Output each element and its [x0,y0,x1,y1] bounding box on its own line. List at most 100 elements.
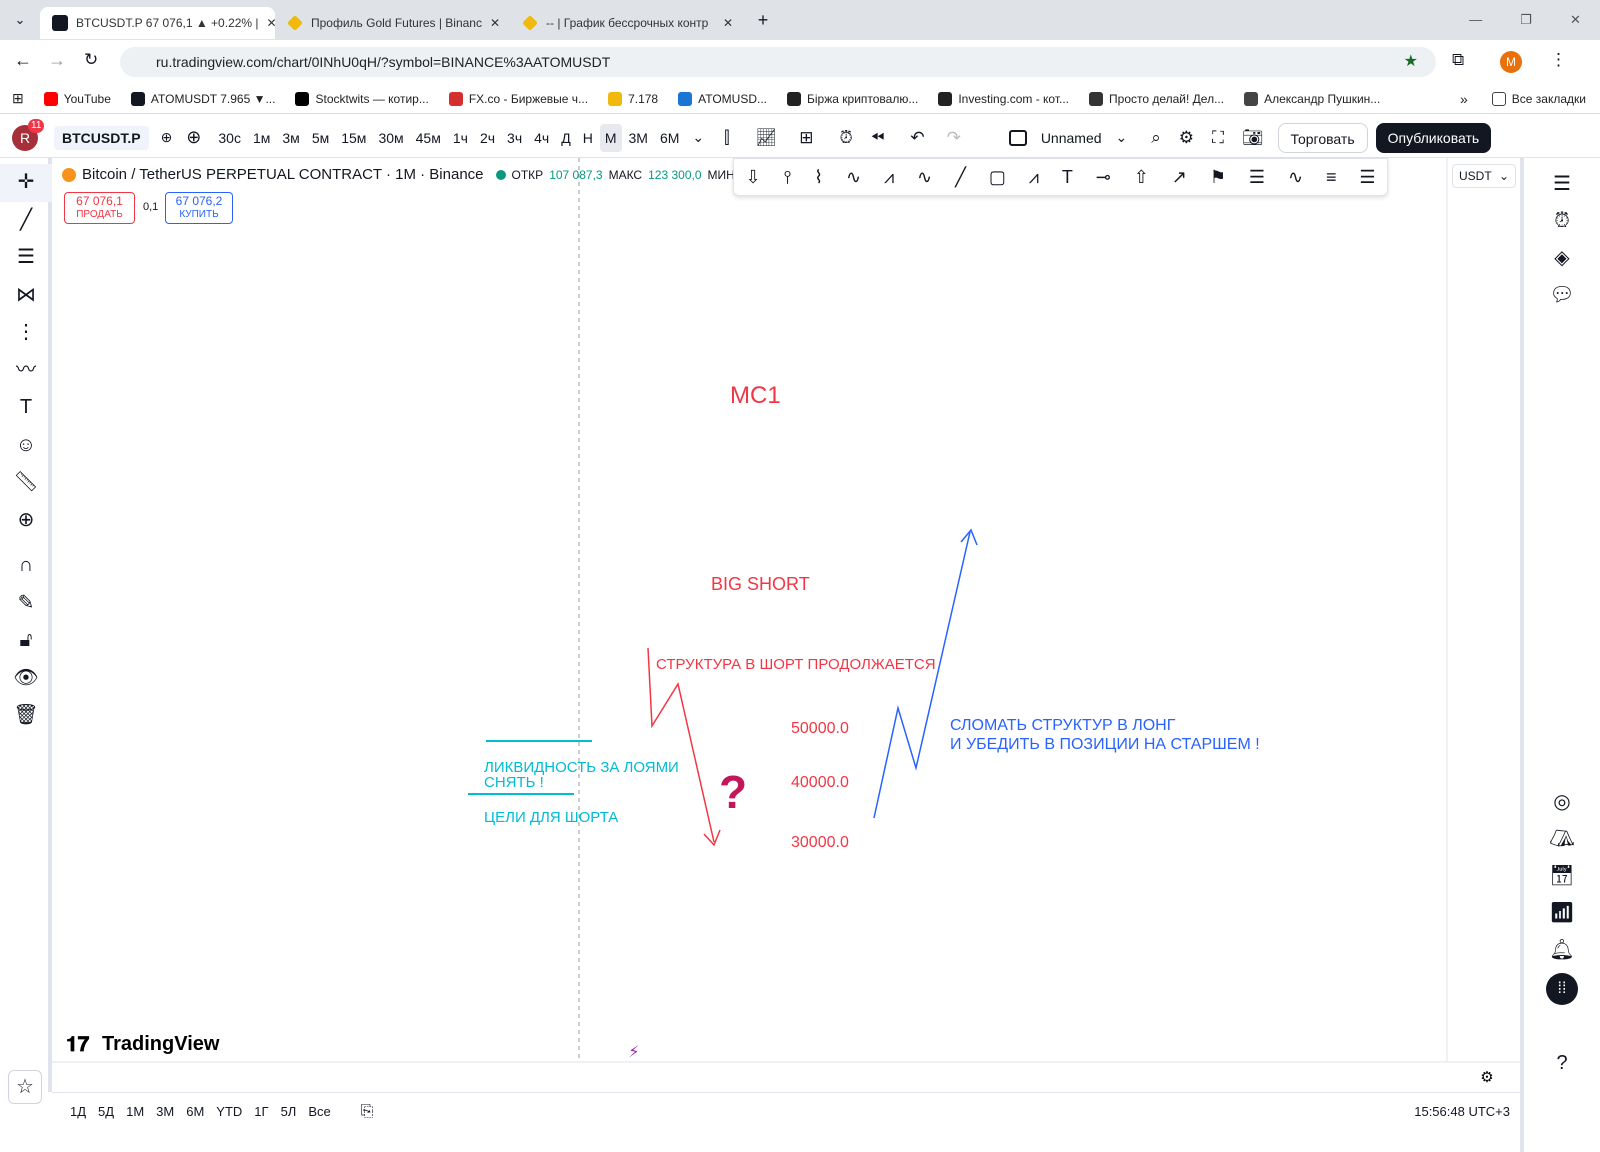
bookmark[interactable]: YouTube [43,91,111,106]
forecast-tool[interactable]: ⋮ [16,321,36,343]
bookmark[interactable]: 7.178 [608,91,658,106]
range[interactable]: YTD [216,1104,243,1119]
tool[interactable]: ⩘ [1028,166,1039,187]
tab-menu[interactable]: ⌄ [14,12,26,27]
buy-button[interactable]: 67 076,2 КУПИТЬ [165,192,233,224]
apps[interactable]: ⁞⁞ [1546,973,1578,1005]
layout-menu[interactable]: Unnamed ⌄ [1008,129,1127,146]
publish-button[interactable]: Опубликовать [1375,122,1492,153]
lock-tool[interactable]: 🔓︎ [19,629,33,651]
magnet-tool[interactable]: ∩ [18,554,34,576]
reload[interactable]: ↻ [84,50,99,69]
interval[interactable]: Н [582,129,593,146]
line-tool[interactable]: ╱ [19,208,33,231]
restore[interactable]: ❐ [1520,12,1532,27]
tool[interactable]: ╱ [955,166,966,187]
bookmark-star[interactable]: ★ [1403,53,1418,70]
apps[interactable]: ⊞ [12,90,24,106]
interval-menu[interactable]: ⌄ [692,129,705,145]
interval[interactable]: 2ч [479,129,496,146]
alerts[interactable]: ⏰︎ [1554,210,1570,232]
tool[interactable]: ⇩ [745,166,761,187]
more-bookmarks[interactable]: » [1460,90,1468,107]
tool[interactable]: ↗ [1171,166,1187,187]
tab[interactable]: BTCUSDT.P 67 076,1 ▲ +0.22% | ✕ [40,7,275,39]
range[interactable]: 5Д [98,1104,115,1119]
menu[interactable]: ⋮ [1550,50,1567,69]
tool[interactable]: ☰ [1359,166,1376,187]
chart-type[interactable]: ⫿ [724,127,730,147]
favorites[interactable]: ☆ [8,1070,42,1104]
range[interactable]: 1Д [70,1104,87,1119]
profile-avatar[interactable]: M [1500,51,1522,73]
tab-close[interactable]: ✕ [489,16,501,30]
crosshair-tool[interactable]: ✛ [0,164,52,202]
interval[interactable]: 1м [252,129,271,146]
hide-tool[interactable]: 👁︎ [13,666,39,689]
bookmark[interactable]: Біржа криптовалю... [787,91,918,106]
undo[interactable]: ↶ [910,127,925,147]
symbol-search[interactable]: BTCUSDT.P [54,125,149,150]
help[interactable]: ? [1556,1052,1568,1074]
bookmark[interactable]: Stocktwits — котир... [295,91,429,106]
replay[interactable]: ⏪︎ [870,127,885,147]
goto-date[interactable]: ⎘ [360,1102,374,1120]
interval[interactable]: 6М [659,129,680,146]
tool[interactable]: ⊸ [1095,166,1111,187]
icon-tool[interactable]: ☺ [15,433,37,456]
object-tree[interactable]: ◈ [1554,247,1570,269]
interval[interactable]: 3ч [507,129,523,146]
interval[interactable]: 3М [628,129,648,146]
interval[interactable]: 4ч [534,129,550,146]
pattern-tool[interactable]: ⋈ [16,283,36,306]
ruler-tool[interactable]: 📏︎ [13,471,39,493]
bookmark[interactable]: Просто делай! Дел... [1089,91,1224,106]
notifications[interactable]: 🔔︎ [1549,939,1575,961]
alert[interactable]: ⏰︎ [839,127,853,147]
fib-tool[interactable]: ☰ [17,246,35,268]
tool[interactable]: T [1061,166,1073,187]
calendar[interactable]: 📅︎ [1549,865,1575,887]
all-bookmarks[interactable]: Все закладки [1491,91,1586,106]
bookmark[interactable]: Александр Пушкин... [1244,91,1380,106]
bookmark[interactable]: FX.co - Биржевые ч... [448,91,588,106]
redo[interactable]: ↷ [946,127,961,147]
tool[interactable]: ⫯ [783,166,792,187]
forward[interactable]: → [48,50,66,70]
compare[interactable]: ⊕ [160,129,173,145]
bookmark[interactable]: Investing.com - кот... [938,91,1069,106]
pine[interactable]: ⛺︎ [1549,828,1575,850]
range[interactable]: Все [308,1104,331,1119]
range[interactable]: 6М [186,1104,205,1119]
events-icon[interactable]: ⚡︎ [628,1044,639,1061]
tab[interactable]: -- | График бессрочных контр ✕ [510,7,745,39]
tool[interactable]: ≡ [1325,166,1337,187]
tool[interactable]: ⚑ [1209,166,1226,187]
tool[interactable]: ∿ [845,166,862,187]
interval[interactable]: 1ч [452,129,468,146]
add-symbol[interactable]: ⊕ [186,127,202,147]
currency-select[interactable]: USDT ⌄ [1452,164,1516,188]
tab-close[interactable]: ✕ [722,16,733,30]
interval[interactable]: 30м [378,129,404,146]
range[interactable]: 3М [156,1104,175,1119]
omnibox[interactable]: ru.tradingview.com/chart/0INhU0qH/?symbo… [120,47,1436,77]
text-tool[interactable]: T [19,396,33,418]
trade-button[interactable]: Торговать [1277,122,1368,153]
new-tab[interactable]: + [757,9,769,30]
range[interactable]: 1Г [254,1104,269,1119]
tool[interactable]: ▢ [988,166,1006,187]
settings[interactable]: ⚙︎ [1178,127,1195,147]
bookmark[interactable]: ATOMUSDT 7.965 ▼... [130,91,275,106]
extensions[interactable]: ⧉ [1452,50,1465,69]
interval[interactable]: 15м [341,129,367,146]
news[interactable]: 📶︎ [1549,902,1575,924]
interval[interactable]: 45м [415,129,441,146]
minimize[interactable]: — [1469,12,1483,27]
indicators[interactable]: 📈︎ [755,127,778,147]
tool[interactable]: ☰ [1248,166,1266,187]
interval[interactable]: 3м [282,129,300,146]
tool[interactable]: ∿ [917,166,933,187]
tool[interactable]: ∿ [1287,166,1304,187]
user-avatar[interactable]: R 11 [12,118,45,151]
